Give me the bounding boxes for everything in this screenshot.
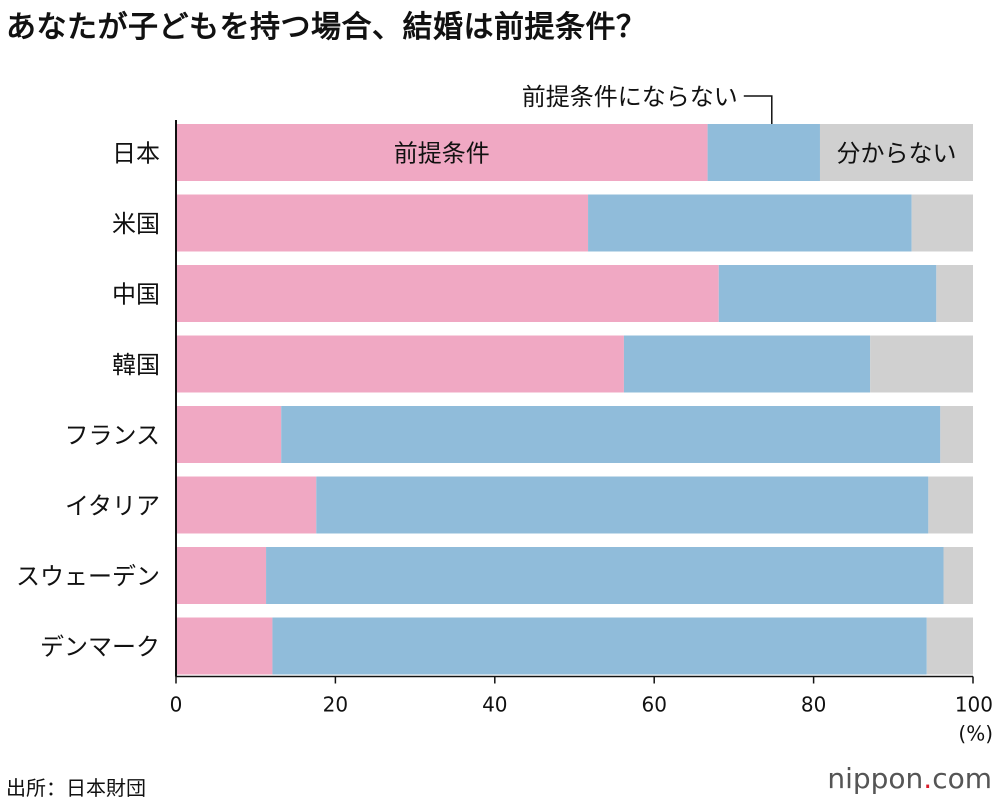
bar-1-中国 [176,265,719,322]
x-tick-label: 20 [323,693,348,717]
bar-1-米国 [176,194,589,252]
bar-1-フランス [176,406,282,463]
bar-2-米国 [588,194,912,252]
bars-group [176,124,973,675]
x-axis: 0 20 40 60 80 100 (%) [170,120,993,746]
bar-3-米国 [911,194,973,252]
bar-2-フランス [281,406,941,463]
bar-2-スウェーデン [266,547,944,604]
bar-2-デンマーク [272,617,927,675]
x-tick-label: 0 [170,693,183,717]
x-tick-label: 100 [955,693,993,717]
bar-3-中国 [936,265,973,322]
series-label-1: 前提条件 [394,140,490,168]
brand-dot: . [923,762,933,795]
bar-1-韓国 [176,335,624,393]
series-label-2-leader [743,95,773,124]
category-label: 中国 [112,281,160,309]
bar-2-イタリア [316,476,929,534]
bar-1-デンマーク [176,617,273,675]
category-label: 日本 [112,140,160,168]
chart-title: あなたが子どもを持つ場合、結婚は前提条件？ [6,10,647,45]
brand-name: nippon [827,762,924,795]
category-label: スウェーデン [16,563,160,591]
bar-3-スウェーデン [943,547,973,604]
series-label-3: 分からない [836,140,956,168]
bar-1-イタリア [176,476,317,534]
x-tick-label: 60 [641,693,666,717]
bar-3-韓国 [870,335,973,393]
series-labels: 前提条件 分からない 前提条件にならない [394,83,957,168]
x-tick-label: 40 [482,693,507,717]
bar-1-スウェーデン [176,547,267,604]
brand-logo: nippon.com [827,762,992,795]
x-unit-label: (%) [958,722,993,746]
category-label: 韓国 [112,351,160,379]
source-note: 出所：日本財団 [6,776,146,800]
bar-3-フランス [940,406,973,463]
brand-tld: com [932,762,992,795]
bar-2-中国 [718,265,937,322]
series-label-2: 前提条件にならない [522,83,738,111]
bar-3-日本 [819,124,973,181]
category-label: イタリア [65,492,160,520]
category-label: 米国 [112,210,160,238]
bar-2-韓国 [623,335,871,393]
x-tick-label: 80 [801,693,826,717]
category-label: フランス [64,422,160,450]
bar-1-日本 [176,124,708,181]
bar-3-デンマーク [926,617,973,675]
category-label: デンマーク [40,633,160,661]
bar-3-イタリア [928,476,973,534]
bar-2-日本 [707,124,820,181]
